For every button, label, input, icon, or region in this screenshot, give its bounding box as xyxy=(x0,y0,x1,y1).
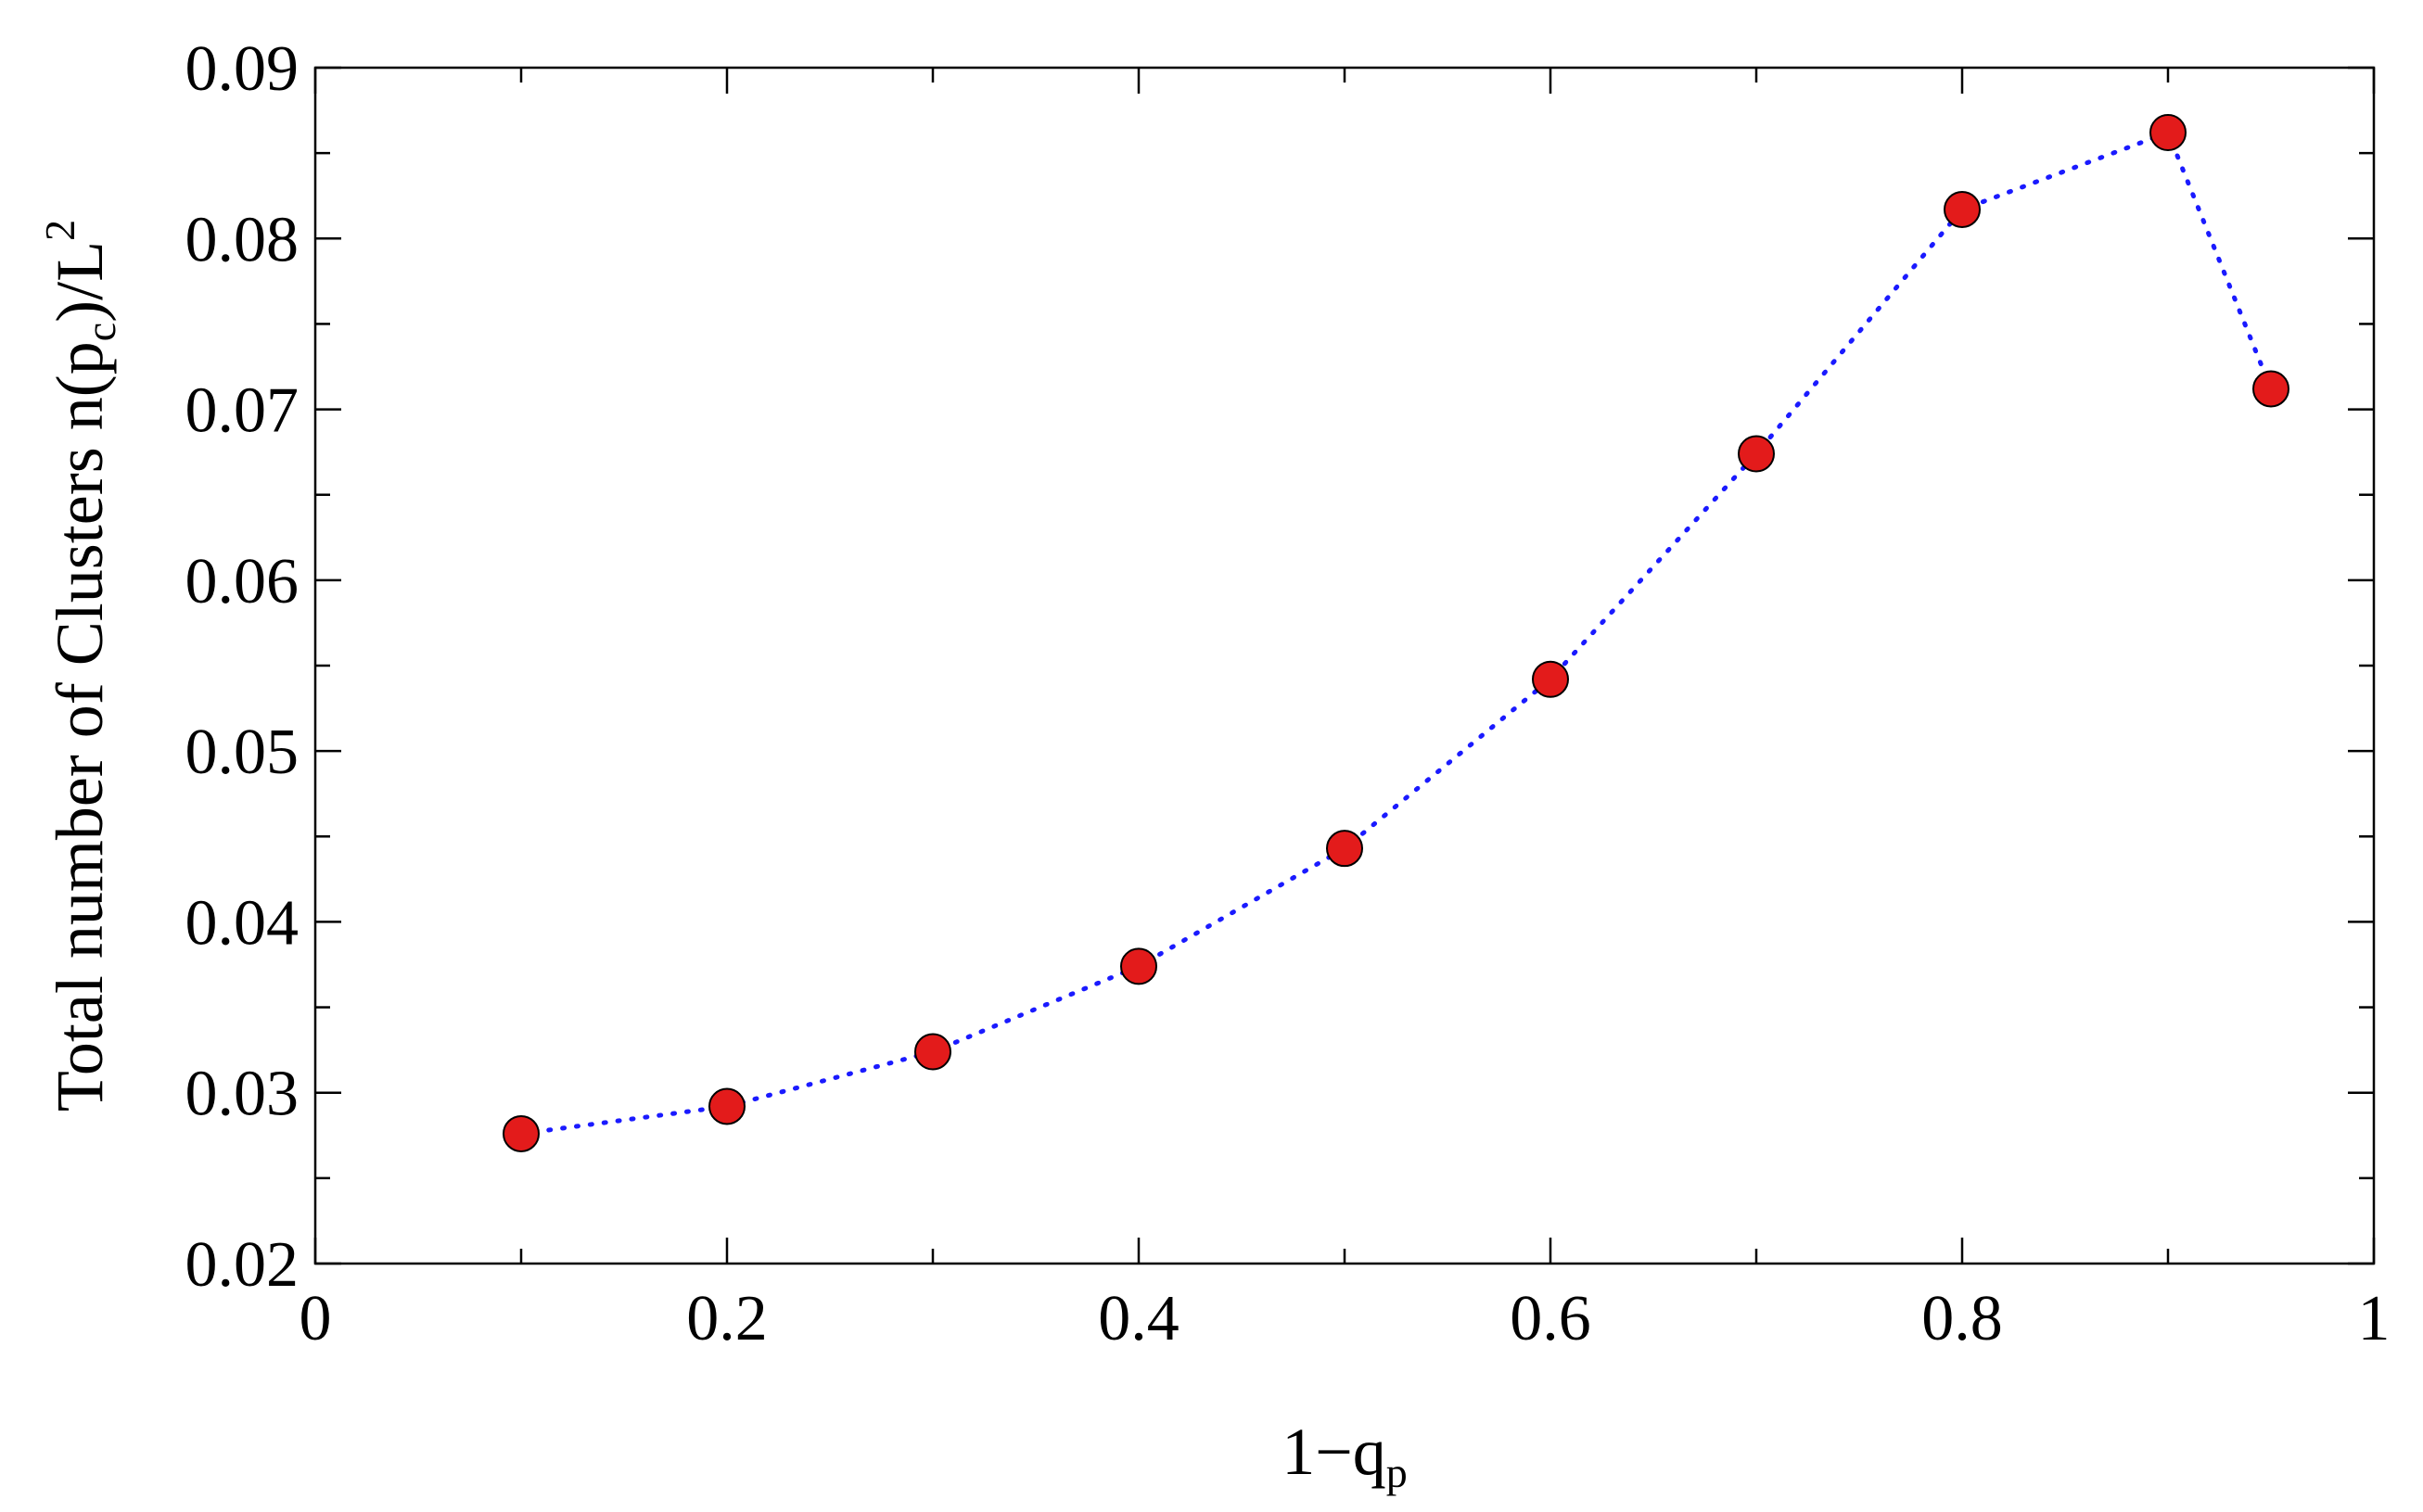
y-tick-label: 0.03 xyxy=(185,1059,300,1130)
y-tick-label: 0.02 xyxy=(185,1229,300,1301)
y-tick-label: 0.06 xyxy=(185,546,300,617)
y-axis-title-part1: Total number of Clusters n(p xyxy=(43,341,117,1112)
x-tick-label: 0.4 xyxy=(1098,1283,1180,1354)
data-point xyxy=(914,1033,951,1071)
y-axis-title-sup: 2 xyxy=(36,220,83,241)
data-point xyxy=(1326,830,1363,868)
y-tick-label: 0.04 xyxy=(185,887,300,959)
data-point xyxy=(2252,370,2289,408)
data-point xyxy=(708,1087,746,1125)
y-axis-title-part2: )/L xyxy=(43,241,117,323)
data-point xyxy=(503,1114,540,1152)
y-tick-label: 0.05 xyxy=(185,717,300,788)
x-axis-title-main: 1−q xyxy=(1282,1415,1386,1489)
x-tick-label: 1 xyxy=(2358,1283,2391,1354)
x-tick-label: 0 xyxy=(300,1283,332,1354)
y-tick-labels: 0.02 0.03 0.04 0.05 0.06 0.07 0.08 0.09 xyxy=(185,33,300,1301)
data-point xyxy=(1944,190,1981,228)
data-point xyxy=(2149,114,2187,152)
y-tick-label: 0.09 xyxy=(185,33,300,105)
y-axis-title: Total number of Clusters n(pc)/L2 xyxy=(36,220,124,1112)
x-axis-title-sub: p xyxy=(1386,1449,1408,1496)
plot-frame xyxy=(313,66,2376,1265)
y-tick-label: 0.08 xyxy=(185,204,300,275)
x-axis-title: 1−qp xyxy=(1282,1415,1408,1496)
x-tick-label: 0.8 xyxy=(1921,1283,2003,1354)
x-tick-label: 0.6 xyxy=(1510,1283,1591,1354)
data-markers xyxy=(503,114,2289,1152)
data-point xyxy=(1120,947,1157,985)
y-axis-title-sub: c xyxy=(77,323,124,341)
series-line xyxy=(518,129,2274,1137)
y-tick-label: 0.07 xyxy=(185,375,300,447)
data-point xyxy=(1738,435,1775,473)
axis-ticks xyxy=(313,66,2376,1265)
data-point xyxy=(1532,660,1569,698)
x-tick-labels: 0 0.2 0.4 0.6 0.8 1 xyxy=(300,1283,2391,1354)
x-tick-label: 0.2 xyxy=(686,1283,768,1354)
